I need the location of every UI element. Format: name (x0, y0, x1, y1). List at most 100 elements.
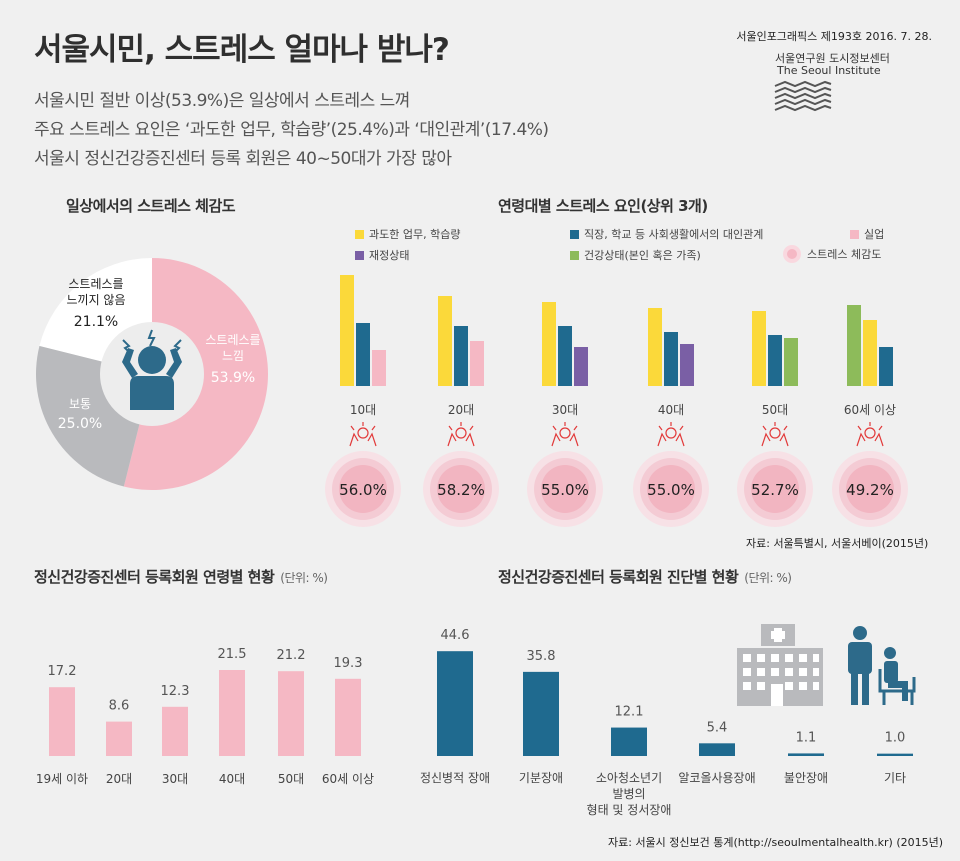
diagnosis-category-label: 형태 및 정서장애 (587, 803, 672, 817)
diagnosis-bar (523, 671, 559, 756)
pie-value-not-feel: 21.1% (73, 314, 119, 330)
legend-item-health: 건강상태(본인 혹은 가족) (570, 247, 701, 263)
member-age-value-label: 21.5 (218, 647, 247, 662)
factor-bar (648, 308, 662, 386)
factor-bar (879, 347, 893, 386)
diagnosis-category-label: 알코올사용장애 (678, 771, 755, 785)
factor-bar (542, 302, 556, 386)
stress-circle-inner (751, 465, 799, 513)
legend-item-workload: 과도한 업무, 학습량 (355, 226, 460, 242)
factor-bar (680, 344, 694, 386)
member-age-category-label: 50대 (278, 772, 304, 786)
diagnosis-category-label: 기타 (884, 771, 906, 785)
legend-swatch (570, 250, 579, 260)
diagnosis-value-label: 1.1 (796, 730, 817, 745)
stressed-head-icon (551, 422, 579, 447)
member-age-value-label: 17.2 (48, 664, 77, 679)
stressed-head-icon (349, 422, 377, 447)
factor-bar (847, 305, 861, 386)
member-age-bar (49, 687, 75, 756)
stressed-person-icon (122, 346, 182, 410)
pie-section-title: 일상에서의 스트레스 체감도 (66, 197, 236, 215)
stress-level-value: 52.7% (751, 481, 799, 499)
diagnosis-bar (788, 753, 824, 756)
issue-info: 서울인포그래픽스 제193호 2016. 7. 28. (736, 30, 932, 43)
factor-bar (752, 311, 766, 386)
legend-swatch (570, 229, 579, 239)
stress-spark-icon (122, 329, 182, 355)
pie-label-feel: 스트레스를 느낌 53.9% (198, 332, 268, 386)
member-age-category-label: 20대 (106, 772, 132, 786)
diagnosis-bar (699, 743, 735, 756)
diagnosis-bar (877, 753, 913, 756)
factor-category-label: 30대 (552, 403, 578, 417)
factor-bar (340, 275, 354, 386)
diagnosis-value-label: 1.0 (885, 731, 906, 746)
member-age-value-label: 21.2 (277, 648, 306, 663)
stressed-head-icon (657, 422, 685, 447)
diagnosis-category-label: 소아청소년기 (596, 771, 662, 785)
subtitle-1: 서울시민 절반 이상(53.9%)은 일상에서 스트레스 느껴 (34, 91, 410, 111)
diagnosis-value-label: 44.6 (441, 628, 470, 643)
member-age-bar (335, 678, 361, 756)
diagnosis-section-title: 정신건강증진센터 등록회원 진단별 현황 (단위: %) (498, 568, 792, 586)
member-age-bar (278, 671, 304, 756)
stress-circle-inner (339, 465, 387, 513)
diagnosis-value-label: 35.8 (527, 649, 556, 664)
stressed-head-icon (856, 422, 884, 447)
stress-circle-inner (437, 465, 485, 513)
member-age-category-label: 60세 이상 (322, 772, 374, 786)
stress-circle-inner (846, 465, 894, 513)
factor-bar (438, 296, 452, 386)
institute-name-ko: 서울연구원 도시정보센터 (775, 52, 890, 65)
stress-circle-inner (647, 465, 695, 513)
member-age-value-label: 19.3 (334, 656, 363, 671)
factor-bar (558, 326, 572, 386)
factor-bar (863, 320, 877, 386)
diagnosis-bar (437, 651, 473, 756)
age-factor-source: 자료: 서울특별시, 서울서베이(2015년) (746, 537, 929, 550)
factor-bar (574, 347, 588, 386)
factor-bar (372, 350, 386, 386)
factor-bar (784, 338, 798, 386)
member-age-bar (106, 721, 132, 756)
factor-bar (664, 332, 678, 386)
stress-level-value: 55.0% (647, 481, 695, 499)
age-factor-section-title: 연령대별 스트레스 요인(상위 3개) (498, 197, 708, 215)
member-age-chart: 17.2 19세 이하 8.6 20대 12.3 30대 21.5 40대 21.2 50대 19.… (36, 647, 374, 786)
stress-circle-inner (541, 465, 589, 513)
factor-bar (768, 335, 782, 386)
legend-item-relations: 직장, 학교 등 사회생활에서의 대인관계 (570, 226, 763, 242)
doctor-patient-icon (848, 626, 916, 705)
factor-category-label: 20대 (448, 403, 474, 417)
diagnosis-category-label: 발병의 (612, 787, 645, 801)
legend-item-unemployment: 실업 (850, 226, 884, 242)
factor-category-label: 40대 (658, 403, 684, 417)
member-age-value-label: 12.3 (161, 684, 190, 699)
pie-value-normal: 25.0% (57, 416, 103, 432)
hospital-icon (737, 624, 823, 706)
diagnosis-category-label: 기분장애 (519, 771, 563, 785)
member-age-unit: (단위: %) (280, 571, 328, 585)
stress-level-value: 58.2% (437, 481, 485, 499)
subtitle-2: 주요 스트레스 요인은 ‘과도한 업무, 학습량’(25.4%)과 ‘대인관계’… (34, 120, 549, 140)
diagnosis-category-label: 불안장애 (784, 771, 828, 785)
factor-bar (356, 323, 370, 386)
diagnosis-value-label: 12.1 (615, 705, 644, 720)
member-age-category-label: 30대 (162, 772, 188, 786)
diagnosis-category-label: 정신병적 장애 (420, 771, 490, 785)
legend-swatch (355, 229, 364, 239)
member-age-bar (219, 670, 245, 756)
stress-level-value: 55.0% (541, 481, 589, 499)
pie-label-not-feel: 스트레스를 느끼지 않음 21.1% (50, 276, 142, 330)
age-factor-chart: 10대 56.0% 20대 58.2% 30대 55.0% 40대 55.0% 50대 52.7%… (325, 275, 908, 527)
legend-item-stress-level: 스트레스 체감도 (782, 244, 881, 264)
factor-category-label: 10대 (350, 403, 376, 417)
factor-bar (454, 326, 468, 386)
diagnosis-value-label: 5.4 (707, 720, 728, 735)
factor-category-label: 50대 (762, 403, 788, 417)
institute-logo-icon (774, 80, 832, 112)
pie-value-feel: 53.9% (210, 370, 256, 386)
legend-circle-icon (783, 245, 801, 263)
